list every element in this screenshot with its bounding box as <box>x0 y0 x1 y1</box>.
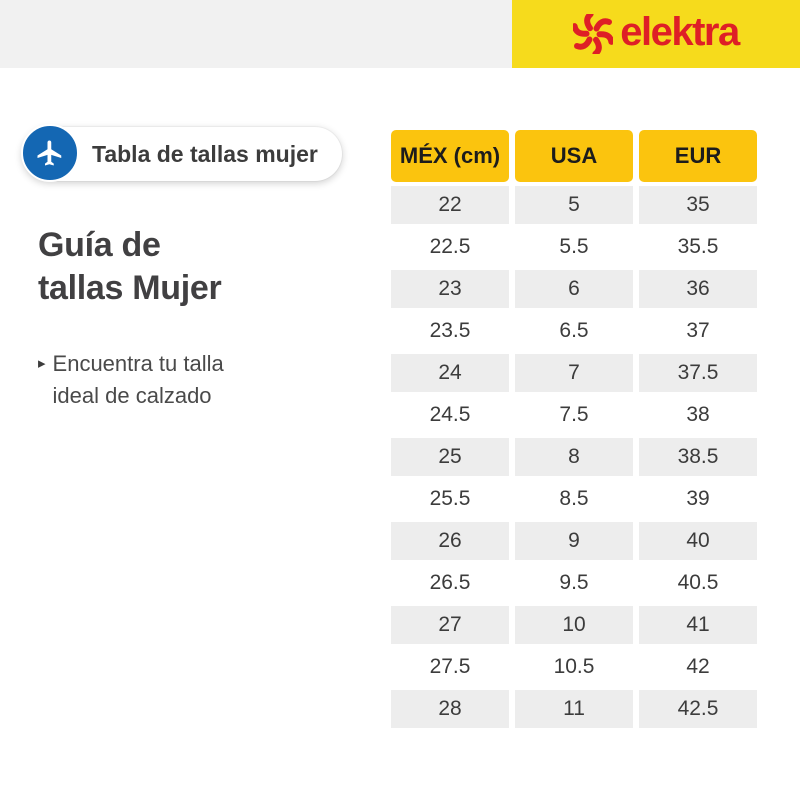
table-row: 24 7 37.5 <box>391 354 757 392</box>
size-cell: 24.5 <box>391 396 509 434</box>
size-cell: 24 <box>391 354 509 392</box>
size-cell: 6 <box>515 270 633 308</box>
size-cell: 35 <box>639 186 757 224</box>
size-cell: 27 <box>391 606 509 644</box>
note-bullet: ▸ Encuentra tu talla ideal de calzado <box>38 348 224 412</box>
size-cell: 7 <box>515 354 633 392</box>
size-cell: 39 <box>639 480 757 518</box>
table-row: 25.5 8.5 39 <box>391 480 757 518</box>
header-cell-eur: EUR <box>639 130 757 182</box>
table-row: 27 10 41 <box>391 606 757 644</box>
page-title-line2: tallas Mujer <box>38 268 222 307</box>
size-cell: 38 <box>639 396 757 434</box>
header-cell-usa: USA <box>515 130 633 182</box>
size-cell: 10 <box>515 606 633 644</box>
size-cell: 25 <box>391 438 509 476</box>
size-cell: 26 <box>391 522 509 560</box>
size-cell: 7.5 <box>515 396 633 434</box>
size-cell: 22.5 <box>391 228 509 266</box>
size-cell: 40.5 <box>639 564 757 602</box>
table-row: 22 5 35 <box>391 186 757 224</box>
size-cell: 8 <box>515 438 633 476</box>
size-cell: 10.5 <box>515 648 633 686</box>
table-row: 26 9 40 <box>391 522 757 560</box>
size-cell: 9 <box>515 522 633 560</box>
table-row: 23.5 6.5 37 <box>391 312 757 350</box>
note-text-line2: ideal de calzado <box>52 382 212 408</box>
note-text: Encuentra tu talla ideal de calzado <box>53 348 224 412</box>
table-row: 28 11 42.5 <box>391 690 757 728</box>
size-cell: 40 <box>639 522 757 560</box>
size-cell: 35.5 <box>639 228 757 266</box>
size-cell: 42.5 <box>639 690 757 728</box>
size-cell: 28 <box>391 690 509 728</box>
size-cell: 5.5 <box>515 228 633 266</box>
table-row: 27.5 10.5 42 <box>391 648 757 686</box>
table-row: 25 8 38.5 <box>391 438 757 476</box>
size-cell: 38.5 <box>639 438 757 476</box>
size-cell: 23.5 <box>391 312 509 350</box>
size-cell: 6.5 <box>515 312 633 350</box>
airplane-icon-circle <box>21 124 79 182</box>
size-cell: 37.5 <box>639 354 757 392</box>
top-bar: elektra <box>0 0 800 68</box>
size-cell: 11 <box>515 690 633 728</box>
size-chart-badge: Tabla de tallas mujer <box>21 124 342 182</box>
size-cell: 26.5 <box>391 564 509 602</box>
page-title: Guía de tallas Mujer <box>38 224 222 310</box>
brand-logo-text: elektra <box>620 10 740 54</box>
size-cell: 37 <box>639 312 757 350</box>
table-row: 24.5 7.5 38 <box>391 396 757 434</box>
size-cell: 42 <box>639 648 757 686</box>
header-cell-mex: MÉX (cm) <box>391 130 509 182</box>
size-cell: 8.5 <box>515 480 633 518</box>
size-cell: 5 <box>515 186 633 224</box>
badge-label: Tabla de tallas mujer <box>92 140 318 167</box>
size-cell: 9.5 <box>515 564 633 602</box>
size-table-header: MÉX (cm) USA EUR <box>391 130 757 182</box>
size-table-body: 22 5 35 22.5 5.5 35.5 23 6 36 23.5 6.5 37 24 7 37.5 24.… <box>391 186 757 728</box>
table-row: 22.5 5.5 35.5 <box>391 228 757 266</box>
top-bar-gray-section <box>0 0 512 68</box>
size-cell: 23 <box>391 270 509 308</box>
size-cell: 22 <box>391 186 509 224</box>
page-title-line1: Guía de <box>38 226 161 264</box>
table-row: 23 6 36 <box>391 270 757 308</box>
size-cell: 25.5 <box>391 480 509 518</box>
note-text-line1: Encuentra tu talla <box>52 351 224 376</box>
table-row: 26.5 9.5 40.5 <box>391 564 757 602</box>
airplane-icon <box>37 140 62 166</box>
top-bar-brand-section: elektra <box>512 0 800 68</box>
header-row: MÉX (cm) USA EUR <box>391 130 757 182</box>
size-cell: 36 <box>639 270 757 308</box>
size-cell: 27.5 <box>391 648 509 686</box>
size-cell: 41 <box>639 606 757 644</box>
elektra-pinwheel-icon <box>573 14 614 54</box>
triangle-bullet-icon: ▸ <box>38 355 46 372</box>
size-table: MÉX (cm) USA EUR 22 5 35 22.5 5.5 35.5 23 6 36 23… <box>385 126 763 732</box>
